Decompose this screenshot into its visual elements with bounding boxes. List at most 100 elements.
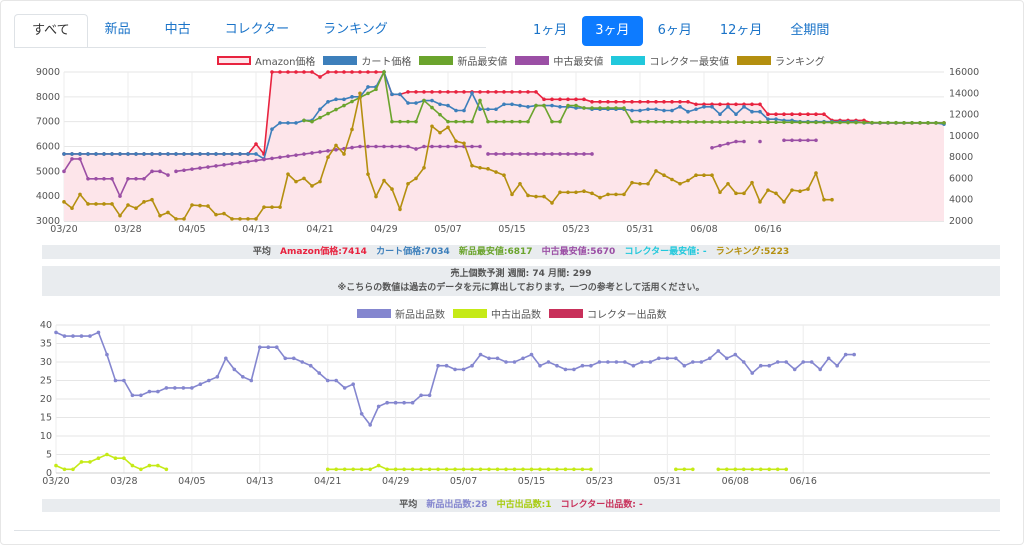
data-point: [286, 154, 290, 159]
data-point: [670, 100, 674, 104]
data-point: [826, 356, 831, 361]
data-point: [710, 145, 714, 150]
data-point: [79, 460, 84, 464]
legend-label: Amazon価格: [255, 57, 316, 68]
legend-collector-lowest[interactable]: コレクター最安値: [611, 53, 729, 68]
data-point: [422, 144, 426, 149]
x-tick-label: 04/13: [246, 476, 273, 487]
y2-tick-label: 14000: [949, 88, 979, 99]
data-point: [368, 467, 372, 472]
data-point: [750, 102, 754, 107]
data-point: [538, 363, 542, 368]
data-point: [758, 139, 762, 144]
data-point: [691, 467, 695, 472]
tab-collector[interactable]: コレクター: [224, 22, 290, 37]
tab-used[interactable]: 中古: [164, 22, 191, 37]
period-1-month[interactable]: 1ヶ月: [533, 23, 568, 38]
data-point: [461, 467, 466, 472]
legend-label: 新品出品数: [395, 310, 445, 321]
data-point: [430, 144, 434, 149]
data-point: [390, 119, 394, 124]
legend-amazon-price[interactable]: Amazon価格: [217, 53, 315, 68]
data-point: [726, 104, 730, 109]
data-point: [134, 206, 138, 211]
legend-new-offers[interactable]: 新品出品数: [357, 306, 445, 321]
tab-ranking[interactable]: ランキング: [323, 22, 388, 37]
data-point: [270, 205, 274, 209]
data-point: [382, 178, 386, 183]
data-point: [566, 103, 570, 108]
tab-new[interactable]: 新品: [104, 22, 131, 37]
data-point: [526, 90, 530, 94]
data-point: [486, 107, 490, 112]
data-point: [742, 139, 746, 144]
data-point: [270, 127, 274, 131]
legend-collector-offers[interactable]: コレクター出品数: [549, 306, 667, 321]
data-point: [78, 157, 82, 161]
data-point: [174, 217, 178, 221]
data-point: [190, 386, 194, 390]
data-point: [598, 106, 602, 110]
data-point: [766, 120, 770, 125]
data-point: [662, 173, 666, 178]
data-point: [646, 100, 650, 104]
data-point: [270, 70, 274, 74]
data-point: [822, 112, 826, 117]
y2-tick-label: 16000: [949, 67, 979, 78]
data-point: [368, 423, 372, 427]
legend-label: カート価格: [361, 57, 412, 68]
data-point: [852, 352, 856, 357]
data-point: [902, 120, 906, 125]
data-point: [750, 180, 754, 185]
data-point: [741, 467, 746, 472]
data-point: [918, 121, 922, 125]
legend-ranking[interactable]: ランキング: [737, 53, 825, 68]
legend-new-lowest[interactable]: 新品最安値: [419, 53, 507, 68]
data-point: [814, 112, 818, 117]
data-point: [444, 363, 449, 368]
data-point: [814, 138, 818, 143]
legend-used-lowest[interactable]: 中古最安値: [515, 53, 603, 68]
data-point: [122, 456, 126, 461]
data-point: [438, 130, 442, 135]
data-point: [555, 363, 559, 368]
data-point: [402, 400, 406, 405]
data-point: [230, 217, 234, 221]
data-point: [374, 144, 378, 149]
bottom-divider: [14, 530, 1000, 531]
legend-cart-price[interactable]: カート価格: [323, 53, 411, 68]
data-point: [665, 356, 670, 361]
data-point: [325, 467, 330, 472]
period-6-months[interactable]: 6ヶ月: [657, 23, 692, 38]
period-3-months[interactable]: 3ヶ月: [582, 16, 643, 46]
legend-used-offers[interactable]: 中古出品数: [453, 306, 541, 321]
data-point: [238, 217, 242, 221]
data-point: [678, 120, 682, 124]
y-tick-label: 4000: [36, 191, 60, 202]
price-average-bar: 平均 Amazon価格:7414 カート価格:7034 新品最安値:6817 中…: [42, 245, 1000, 259]
data-point: [222, 152, 226, 156]
data-point: [70, 157, 74, 161]
data-point: [682, 363, 687, 368]
data-point: [734, 191, 738, 196]
data-point: [182, 168, 186, 173]
data-point: [766, 112, 770, 117]
data-point: [662, 119, 666, 124]
data-point: [422, 98, 426, 103]
data-point: [190, 152, 194, 156]
data-point: [246, 152, 250, 156]
data-point: [678, 100, 682, 104]
data-point: [542, 97, 546, 102]
data-point: [566, 152, 570, 156]
data-point: [402, 467, 406, 472]
data-point: [374, 194, 378, 199]
data-point: [487, 356, 491, 361]
data-point: [574, 97, 578, 102]
period-all[interactable]: 全期間: [790, 23, 830, 38]
data-point: [134, 176, 138, 181]
period-12-months[interactable]: 12ヶ月: [719, 23, 763, 38]
data-point: [654, 100, 658, 104]
data-point: [538, 467, 542, 472]
data-point: [614, 192, 618, 197]
data-point: [835, 363, 839, 368]
